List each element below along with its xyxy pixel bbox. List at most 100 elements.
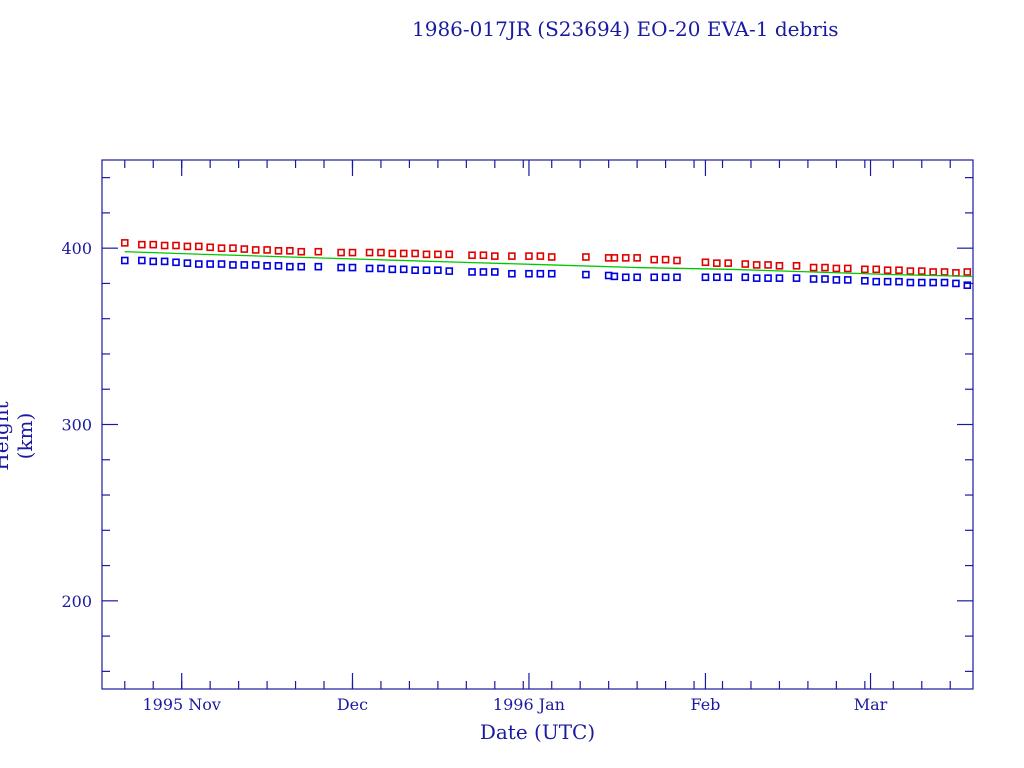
y-tick-label: 400 <box>61 239 92 258</box>
perigee-point <box>274 261 283 270</box>
perigee-point <box>963 281 972 289</box>
perigee-point <box>314 262 323 271</box>
apogee-point <box>422 250 431 259</box>
apogee-point <box>297 247 306 256</box>
apogee-point <box>633 254 641 262</box>
apogee-point <box>963 268 972 276</box>
apogee-point <box>741 260 750 268</box>
apogee-point <box>792 261 801 270</box>
apogee-point <box>491 252 499 260</box>
perigee-point <box>821 275 829 283</box>
apogee-point <box>940 268 949 276</box>
apogee-point <box>479 251 488 260</box>
apogee-point <box>468 251 476 260</box>
perigee-point <box>138 256 146 265</box>
perigee-point <box>263 261 271 270</box>
perigee-point <box>906 278 915 287</box>
perigee-point <box>508 269 516 278</box>
apogee-point <box>861 265 869 274</box>
apogee-point <box>929 268 937 276</box>
apogee-point <box>843 264 852 273</box>
perigee-point <box>445 267 454 275</box>
x-tick-label: Mar <box>854 695 888 714</box>
perigee-point <box>286 262 294 271</box>
perigee-point <box>724 273 733 282</box>
perigee-point <box>895 277 903 286</box>
perigee-point <box>832 276 841 284</box>
perigee-point <box>843 276 852 284</box>
perigee-point <box>206 260 214 268</box>
apogee-point <box>952 269 960 277</box>
apogee-point <box>388 249 397 258</box>
perigee-point <box>633 273 641 282</box>
apogee-point <box>906 267 915 275</box>
perigee-point <box>491 268 499 276</box>
apogee-point <box>217 244 226 252</box>
perigee-point <box>536 269 545 278</box>
apogee-point <box>251 246 260 254</box>
perigee-point <box>713 273 721 282</box>
apogee-point <box>411 249 419 258</box>
x-tick-label: Feb <box>690 695 720 714</box>
apogee-point <box>895 266 903 275</box>
perigee-point <box>775 274 784 282</box>
apogee-point <box>809 263 818 272</box>
perigee-point <box>240 261 249 269</box>
perigee-point <box>929 278 937 287</box>
apogee-point <box>610 254 619 262</box>
perigee-point <box>525 269 533 278</box>
perigee-point <box>582 270 590 279</box>
x-tick-label: 1995 Nov <box>142 695 220 714</box>
perigee-point <box>411 266 419 275</box>
apogee-point <box>752 261 761 269</box>
perigee-point <box>701 273 710 282</box>
apogee-point <box>775 261 784 270</box>
perigee-point <box>377 264 385 273</box>
perigee-point <box>610 272 619 281</box>
apogee-point <box>650 255 659 264</box>
perigee-point <box>952 279 960 288</box>
perigee-point <box>365 264 374 273</box>
perigee-point <box>434 266 442 275</box>
perigee-point <box>479 268 488 276</box>
apogee-point <box>536 252 545 260</box>
x-tick-label: Dec <box>337 695 368 714</box>
plot-frame <box>101 159 974 690</box>
apogee-point <box>274 247 283 255</box>
perigee-point <box>883 277 892 286</box>
apogee-point <box>621 254 630 262</box>
perigee-point <box>399 265 408 274</box>
apogee-point <box>701 258 710 267</box>
perigee-point <box>673 273 681 282</box>
perigee-point <box>764 274 772 282</box>
apogee-point <box>120 239 129 247</box>
perigee-point <box>872 277 881 286</box>
perigee-point <box>547 269 556 278</box>
chart-title: 1986-017JR (S23694) EO-20 EVA-1 debris <box>412 17 839 41</box>
perigee-point <box>917 278 926 287</box>
apogee-point <box>337 248 345 257</box>
apogee-point <box>286 247 294 255</box>
perigee-point <box>388 265 397 274</box>
perigee-point <box>650 273 659 282</box>
perigee-point <box>752 274 761 282</box>
apogee-point <box>547 253 556 261</box>
perigee-point <box>149 257 158 266</box>
apogee-point <box>724 259 733 267</box>
apogee-point <box>183 242 192 251</box>
apogee-point <box>240 245 249 253</box>
perigee-point <box>229 261 237 269</box>
apogee-point <box>525 252 533 260</box>
perigee-point <box>809 275 818 283</box>
apogee-point <box>661 255 670 264</box>
perigee-point <box>172 258 180 267</box>
perigee-point <box>861 276 869 285</box>
apogee-point <box>263 246 271 254</box>
perigee-point <box>621 273 630 282</box>
apogee-point <box>399 249 408 258</box>
apogee-point <box>821 263 829 272</box>
x-tick-label: 1996 Jan <box>493 695 565 714</box>
apogee-point <box>445 250 454 259</box>
mean-height-line <box>124 251 974 278</box>
